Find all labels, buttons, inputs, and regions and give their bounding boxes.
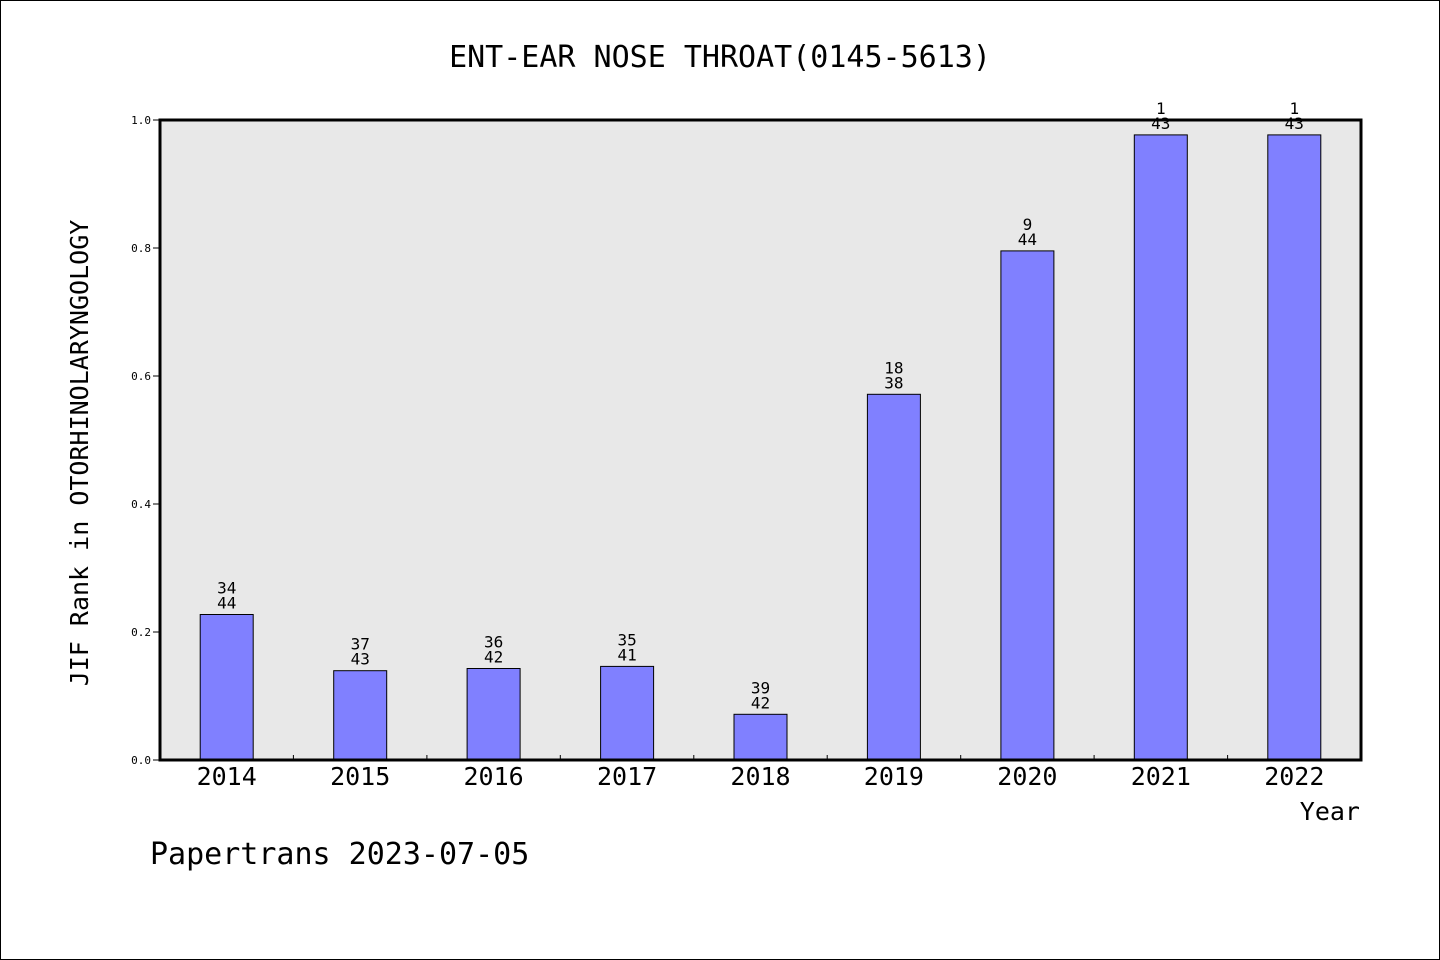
bar-total-label: 44 — [217, 594, 236, 613]
x-tick-label: 2015 — [330, 762, 390, 791]
x-tick-label: 2018 — [730, 762, 790, 791]
bar-rank-label: 37 — [351, 635, 370, 654]
bar-total-label: 38 — [884, 373, 903, 392]
plot-border — [158, 118, 1363, 762]
x-axis-label: Year — [1300, 797, 1360, 826]
bar-total-label: 44 — [1018, 230, 1037, 249]
bar-2021 — [1133, 134, 1188, 761]
bar-2019 — [866, 393, 921, 761]
y-tick-label: 0.0 — [131, 754, 151, 767]
bar-2014 — [199, 614, 254, 761]
bar-2017 — [600, 665, 655, 761]
bar-total-label: 43 — [1285, 114, 1304, 133]
y-tick-label: 0.2 — [131, 626, 151, 639]
bar-rank-label: 9 — [1023, 215, 1033, 234]
x-ticks-group: 2014 2015 2016 2017 2018 2019 2020 2021 2022 — [197, 755, 1324, 791]
y-tick-label: 1.0 — [131, 114, 151, 127]
bar-rank-label: 35 — [617, 630, 636, 649]
bar-2018 — [733, 713, 788, 761]
y-tick-label: 0.8 — [131, 242, 151, 255]
x-tick-label: 2022 — [1264, 762, 1324, 791]
bar-2022 — [1267, 134, 1322, 761]
y-tick-label: 0.6 — [131, 370, 151, 383]
bars-group — [199, 134, 1322, 761]
bar-total-label: 41 — [617, 645, 636, 664]
x-tick-label: 2020 — [997, 762, 1057, 791]
bar-2016 — [466, 668, 521, 761]
bar-rank-label: 1 — [1156, 99, 1166, 118]
y-ticks-group: 0.0 0.2 0.4 0.6 0.8 1.0 — [131, 114, 160, 767]
bar-total-label: 43 — [351, 650, 370, 669]
bar-rank-label: 36 — [484, 633, 503, 652]
x-tick-label: 2021 — [1131, 762, 1191, 791]
bar-rank-label: 18 — [884, 358, 903, 377]
x-tick-label: 2016 — [463, 762, 523, 791]
bar-2015 — [333, 670, 388, 761]
x-tick-label: 2014 — [197, 762, 257, 791]
y-tick-label: 0.4 — [131, 498, 151, 511]
bar-2020 — [1000, 250, 1055, 761]
bar-rank-label: 1 — [1289, 99, 1299, 118]
x-tick-label: 2019 — [864, 762, 924, 791]
bar-total-label: 42 — [484, 648, 503, 667]
footer-text: Papertrans 2023-07-05 — [150, 837, 529, 872]
bar-rank-label: 34 — [217, 579, 236, 598]
bar-rank-label: 39 — [751, 678, 770, 697]
x-tick-label: 2017 — [597, 762, 657, 791]
bar-total-label: 43 — [1151, 114, 1170, 133]
bar-total-label: 42 — [751, 693, 770, 712]
y-axis-label: JIF Rank in OTORHINOLARYNGOLOGY — [65, 220, 94, 687]
chart-title: ENT-EAR NOSE THROAT(0145-5613) — [449, 40, 991, 75]
